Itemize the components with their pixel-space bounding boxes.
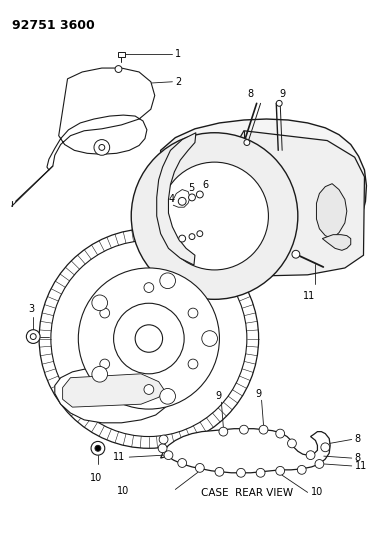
Circle shape [159,435,168,444]
Circle shape [95,446,101,451]
Circle shape [78,268,219,409]
Circle shape [202,330,218,346]
Circle shape [39,229,259,448]
Circle shape [244,140,250,146]
Circle shape [160,389,175,404]
Circle shape [321,443,330,452]
Text: 92751 3600: 92751 3600 [11,19,95,32]
Polygon shape [237,131,365,276]
Circle shape [306,451,315,459]
Polygon shape [55,366,170,423]
Circle shape [92,295,108,311]
Circle shape [276,466,285,475]
Circle shape [197,231,203,237]
Circle shape [100,308,110,318]
Circle shape [315,459,324,469]
Circle shape [158,444,167,453]
Circle shape [237,469,246,477]
Circle shape [94,140,110,155]
Circle shape [219,427,228,436]
Circle shape [256,469,265,477]
Polygon shape [316,184,347,239]
Circle shape [188,308,198,318]
Text: 6: 6 [203,180,209,190]
Circle shape [179,235,186,242]
Text: 10: 10 [90,473,102,483]
Circle shape [135,325,163,352]
Circle shape [188,194,195,201]
Text: 8: 8 [248,88,254,99]
Circle shape [115,66,122,72]
Text: 2: 2 [175,77,182,87]
Circle shape [131,133,298,300]
Circle shape [51,240,247,437]
Bar [118,52,125,57]
Circle shape [114,303,184,374]
Text: 9: 9 [256,390,262,399]
Text: 10: 10 [311,487,323,497]
Circle shape [188,359,198,369]
Text: 3: 3 [28,304,34,314]
Circle shape [26,330,40,343]
Circle shape [92,366,108,382]
Circle shape [292,251,300,258]
Text: 8: 8 [355,434,361,445]
Text: 10: 10 [117,487,129,496]
Polygon shape [63,374,165,407]
Text: 11: 11 [113,452,125,462]
Text: 1: 1 [175,50,182,59]
Circle shape [144,282,154,293]
Circle shape [259,425,268,434]
Circle shape [144,385,154,394]
Text: 9: 9 [216,391,222,401]
Circle shape [215,467,224,476]
Text: 4: 4 [169,195,175,204]
Circle shape [195,464,204,472]
Circle shape [30,334,36,340]
Text: 11: 11 [303,292,315,302]
Circle shape [189,233,195,239]
Polygon shape [160,119,367,261]
Circle shape [276,100,282,106]
Circle shape [100,359,110,369]
Circle shape [297,465,306,474]
Polygon shape [322,235,351,251]
Circle shape [160,162,268,270]
Polygon shape [157,133,196,265]
Polygon shape [160,429,330,473]
Circle shape [164,451,173,459]
Text: 11: 11 [355,461,367,471]
Text: CASE  REAR VIEW: CASE REAR VIEW [201,488,293,498]
Text: 8: 8 [355,453,361,463]
Text: 9: 9 [279,88,285,99]
Circle shape [99,144,105,150]
Circle shape [178,458,187,467]
Circle shape [276,429,285,438]
Circle shape [178,197,186,205]
Text: 5: 5 [188,183,194,192]
Circle shape [196,191,203,198]
Circle shape [91,441,105,455]
Circle shape [288,439,296,448]
Polygon shape [47,68,155,170]
Circle shape [239,425,248,434]
Circle shape [160,273,175,288]
